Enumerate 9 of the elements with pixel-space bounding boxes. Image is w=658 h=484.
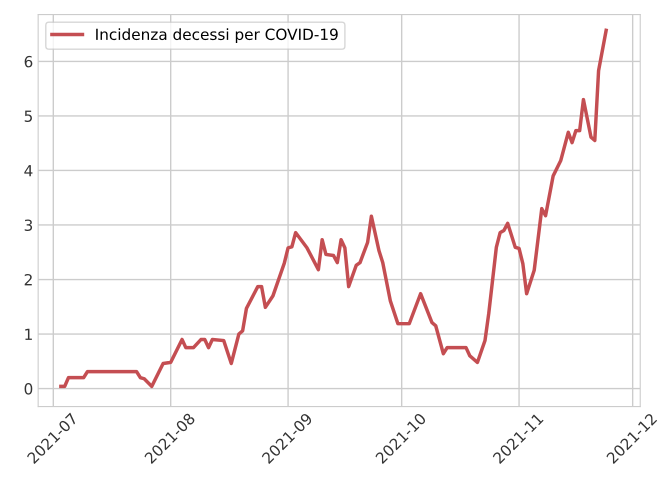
legend-label: Incidenza decessi per COVID-19 [96,28,338,44]
y-tick-label: 3 [24,219,32,232]
y-tick-label: 2 [24,274,32,286]
line-series [59,28,608,388]
y-tick-label: 1 [25,328,32,340]
y-tick-label: 0 [24,383,32,395]
y-tick-label: 6 [24,56,32,68]
y-tick-label: 4 [24,165,32,176]
y-tick-label: 5 [24,110,32,122]
